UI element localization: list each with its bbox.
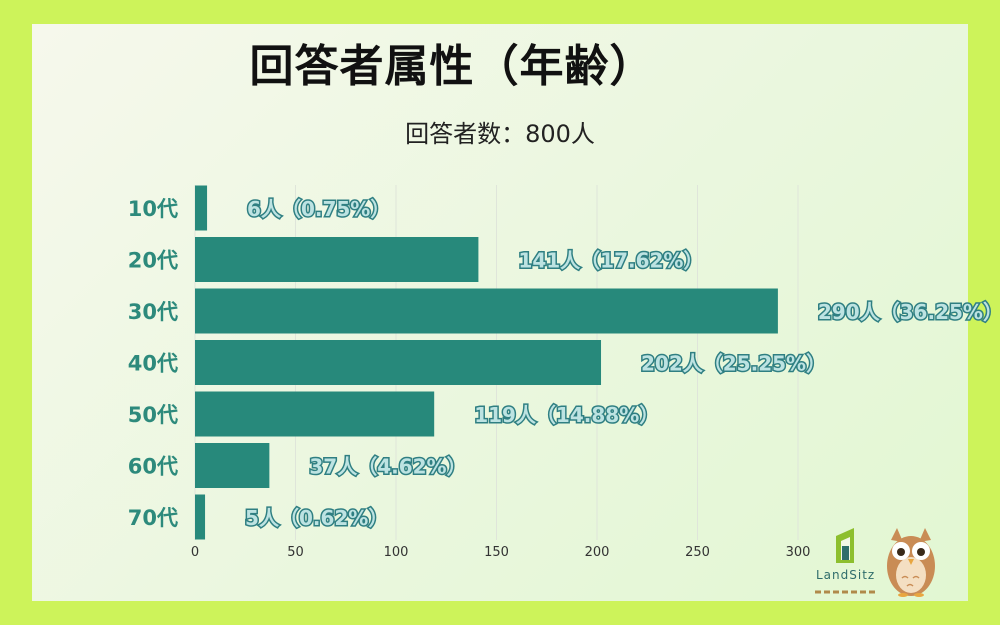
owl-mascot-icon xyxy=(887,528,935,597)
bar xyxy=(195,237,479,282)
bar xyxy=(195,185,208,231)
category-label: 50代 xyxy=(128,403,178,427)
category-label: 70代 xyxy=(128,506,178,530)
bar xyxy=(195,340,602,385)
data-label: 37人（4.62%） xyxy=(309,455,466,479)
x-tick-label: 150 xyxy=(484,545,509,560)
category-label: 40代 xyxy=(128,352,178,376)
chart-subtitle: 回答者数：800人 xyxy=(405,120,595,148)
landsitz-logo-icon xyxy=(815,528,877,594)
category-label: 60代 xyxy=(128,455,178,479)
x-tick-label: 250 xyxy=(685,545,710,560)
bar xyxy=(195,288,778,334)
x-tick-label: 200 xyxy=(585,545,610,560)
data-label: 202人（25.25%） xyxy=(641,352,826,376)
data-label: 6人（0.75%） xyxy=(247,197,390,221)
bar xyxy=(195,443,270,488)
data-label: 119人（14.88%） xyxy=(474,403,659,427)
category-label: 30代 xyxy=(128,300,178,324)
brand-name: LandSitz xyxy=(816,568,876,582)
chart-title: 回答者属性（年齢） xyxy=(249,41,655,92)
bar xyxy=(195,494,206,540)
data-label: 141人（17.62%） xyxy=(518,249,703,273)
x-tick-label: 100 xyxy=(384,545,409,560)
x-tick-label: 300 xyxy=(786,545,811,560)
data-label: 5人（0.62%） xyxy=(245,506,388,530)
category-label: 20代 xyxy=(128,249,178,273)
category-label: 10代 xyxy=(128,197,178,221)
x-tick-label: 50 xyxy=(287,545,304,560)
data-label: 290人（36.25%） xyxy=(818,300,1000,324)
x-tick-label: 0 xyxy=(191,545,199,560)
bar xyxy=(195,391,435,437)
